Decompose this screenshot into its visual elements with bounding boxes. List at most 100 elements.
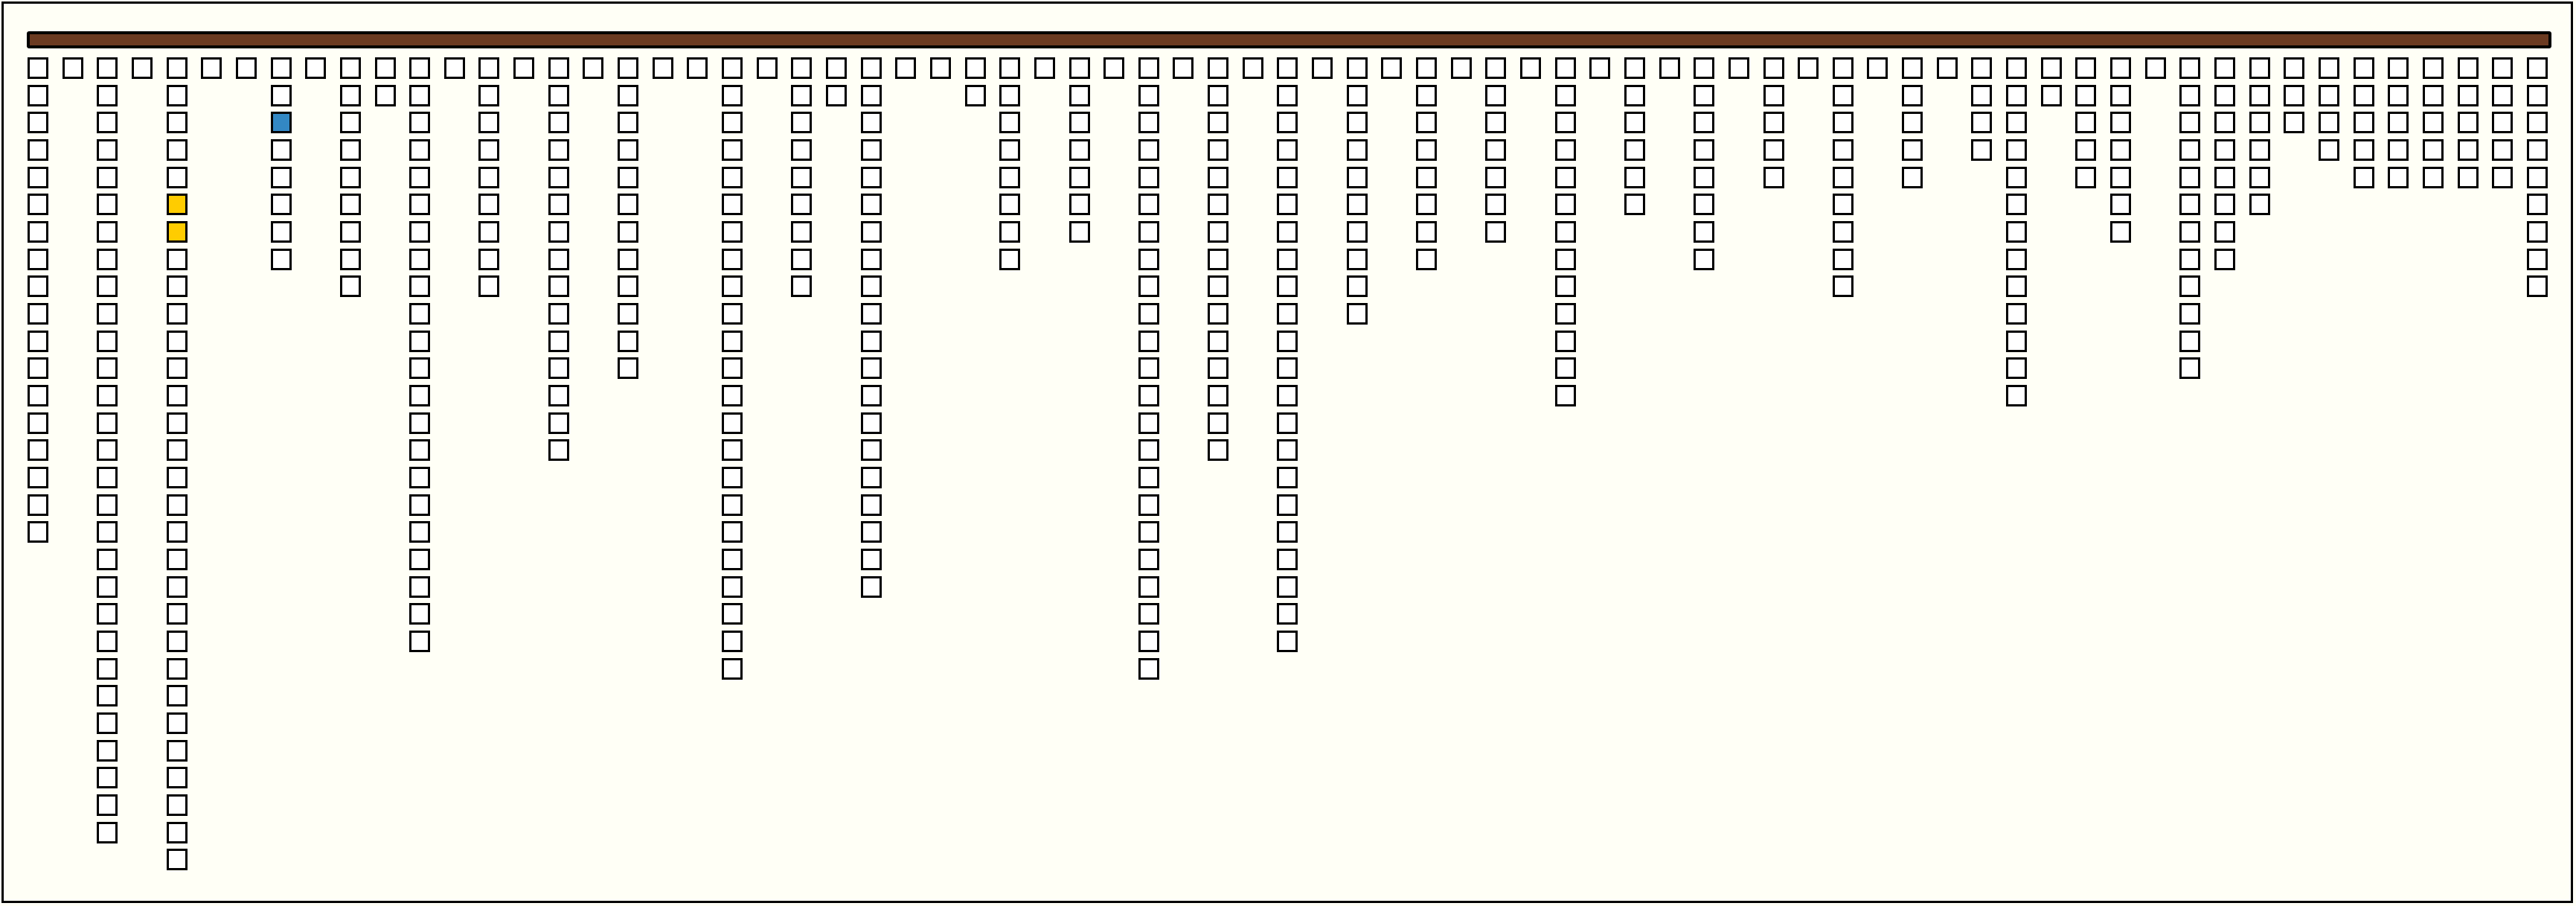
cell (1902, 57, 1923, 79)
cell (2423, 57, 2444, 79)
cell (409, 412, 430, 434)
cell (1208, 194, 1228, 215)
cell (1416, 57, 1437, 79)
cell (2249, 167, 2270, 188)
cell (409, 439, 430, 461)
cell (791, 167, 812, 188)
cell (97, 631, 118, 652)
cell (340, 221, 361, 243)
cell (28, 467, 48, 488)
cell (2423, 167, 2444, 188)
cell (1277, 385, 1298, 406)
cell (1555, 112, 1576, 133)
cell (2527, 275, 2548, 297)
cell (167, 603, 188, 625)
cell (548, 439, 569, 461)
cell (1416, 221, 1437, 243)
cell (548, 385, 569, 406)
cell (1208, 85, 1228, 106)
cell (28, 221, 48, 243)
cell (1555, 194, 1576, 215)
cell (2075, 85, 2096, 106)
cell (1694, 85, 1714, 106)
cell (861, 357, 882, 379)
cell (2214, 112, 2235, 133)
cell (97, 794, 118, 816)
cell (1347, 112, 1368, 133)
cell (1694, 194, 1714, 215)
cell (861, 194, 882, 215)
cell (2388, 112, 2409, 133)
cell (409, 85, 430, 106)
cell (167, 794, 188, 816)
cell (409, 385, 430, 406)
cell (1208, 57, 1228, 79)
cell (999, 112, 1020, 133)
cell (2458, 167, 2479, 188)
cell (340, 249, 361, 270)
cell (28, 521, 48, 543)
cell (1138, 57, 1159, 79)
cell (1347, 167, 1368, 188)
cell (1971, 57, 1992, 79)
cell (167, 631, 188, 652)
highlighted-cell (271, 112, 292, 133)
cell (1138, 139, 1159, 161)
cell (1451, 57, 1472, 79)
cell (548, 85, 569, 106)
cell (28, 167, 48, 188)
cell (1208, 412, 1228, 434)
cell (2354, 85, 2374, 106)
cell (2214, 194, 2235, 215)
cell (1624, 167, 1645, 188)
cell (618, 221, 638, 243)
cell (548, 194, 569, 215)
cell (1138, 439, 1159, 461)
cell (1624, 57, 1645, 79)
cell (2006, 331, 2027, 352)
cell (97, 385, 118, 406)
cell (1763, 112, 1784, 133)
cell (409, 303, 430, 325)
cell (861, 549, 882, 570)
cell (63, 57, 83, 79)
cell (1034, 57, 1055, 79)
cell (1138, 275, 1159, 297)
cell (1694, 139, 1714, 161)
cell (722, 85, 743, 106)
cell (167, 249, 188, 270)
cell (1138, 221, 1159, 243)
cell (1208, 167, 1228, 188)
cell (2527, 194, 2548, 215)
cell (1103, 57, 1124, 79)
cell (999, 57, 1020, 79)
cell (861, 112, 882, 133)
cell (2214, 167, 2235, 188)
cell (548, 112, 569, 133)
cell (409, 57, 430, 79)
cell (1347, 275, 1368, 297)
cell (2354, 139, 2374, 161)
cell (1555, 85, 1576, 106)
cell (861, 303, 882, 325)
cell (1694, 57, 1714, 79)
cell (999, 139, 1020, 161)
cell (2388, 57, 2409, 79)
cell (2319, 139, 2339, 161)
cell (1312, 57, 1333, 79)
cell (1763, 139, 1784, 161)
cell (28, 439, 48, 461)
cell (271, 194, 292, 215)
cell (236, 57, 257, 79)
cell (1138, 112, 1159, 133)
cell (1416, 139, 1437, 161)
cell (1208, 275, 1228, 297)
cell (548, 412, 569, 434)
cell (340, 85, 361, 106)
cell (1243, 57, 1263, 79)
cell (1277, 467, 1298, 488)
cell (2354, 167, 2374, 188)
cell (1277, 303, 1298, 325)
cell (167, 576, 188, 598)
cell (1069, 167, 1090, 188)
